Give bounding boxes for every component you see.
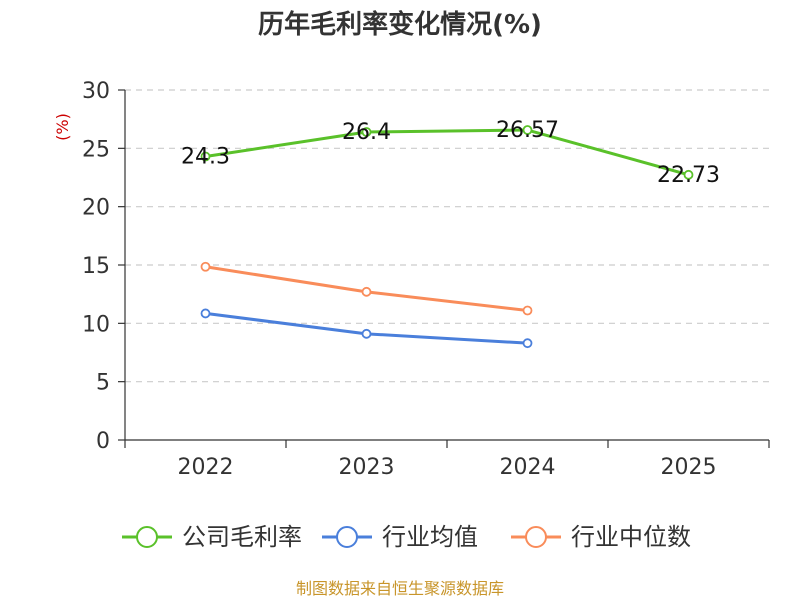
- legend-label: 行业均值: [382, 523, 478, 551]
- y-tick-label: 5: [96, 371, 110, 396]
- legend-marker: [336, 526, 358, 548]
- y-axis-unit-label: (%): [53, 113, 72, 141]
- chart-title: 历年毛利率变化情况(%): [258, 9, 542, 40]
- grid: [125, 89, 769, 383]
- series-line-0: [205, 128, 689, 177]
- y-tick-label: 0: [96, 429, 110, 454]
- x-tick-label: 2023: [339, 455, 395, 480]
- data-point: [522, 125, 533, 135]
- y-tick-label: 15: [82, 254, 110, 279]
- legend-item-0[interactable]: 公司毛利率: [122, 523, 302, 551]
- legend-item-2[interactable]: 行业中位数: [511, 523, 691, 551]
- legend[interactable]: 公司毛利率 行业均值 行业中位数: [122, 523, 691, 551]
- data-label: 26.57: [496, 118, 559, 143]
- data-label: 24.3: [181, 145, 230, 170]
- x-tick-label: 2025: [661, 455, 717, 480]
- y-tick-label: 30: [82, 79, 110, 104]
- legend-label: 行业中位数: [571, 523, 691, 551]
- data-label: 26.4: [342, 120, 391, 145]
- legend-item-1[interactable]: 行业均值: [322, 523, 478, 551]
- data-point: [361, 286, 372, 297]
- source-note: 制图数据来自恒生聚源数据库: [296, 579, 504, 598]
- y-tick-label: 10: [82, 312, 110, 337]
- series-lines: [200, 125, 694, 349]
- y-tick-label: 25: [82, 137, 110, 162]
- data-point: [522, 338, 533, 349]
- x-tick-label: 2024: [500, 455, 556, 480]
- legend-marker: [136, 526, 158, 548]
- legend-label: 公司毛利率: [182, 523, 302, 551]
- data-point: [361, 127, 372, 137]
- x-tick-label: 2022: [178, 455, 234, 480]
- data-point: [200, 151, 211, 162]
- data-labels: 24.3 26.4 26.57 22.73: [181, 118, 720, 188]
- data-label: 22.73: [657, 163, 720, 188]
- y-tick-label: 20: [82, 196, 110, 221]
- data-point: [522, 305, 533, 316]
- data-point: [683, 169, 694, 180]
- data-point: [200, 261, 211, 272]
- data-point: [200, 308, 211, 319]
- legend-marker: [525, 526, 547, 548]
- data-point: [361, 328, 372, 339]
